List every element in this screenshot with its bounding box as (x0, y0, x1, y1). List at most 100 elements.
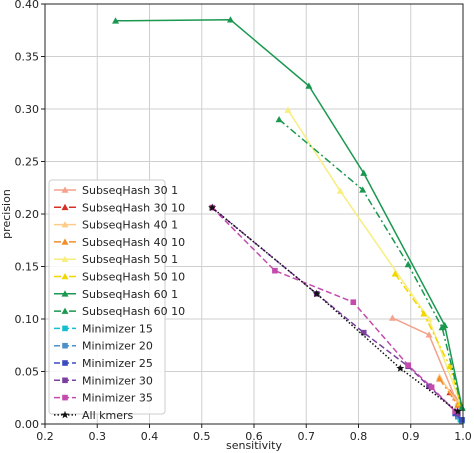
legend-item: SubseqHash 40 1 (54, 219, 178, 232)
x-tick-label: 1.0 (454, 430, 472, 443)
legend-item: SubseqHash 60 10 (54, 305, 185, 318)
data-point (458, 404, 466, 412)
legend-item: SubseqHash 60 1 (54, 288, 178, 301)
data-point (350, 299, 357, 305)
legend-label: SubseqHash 60 1 (82, 288, 178, 301)
y-tick-label: 0.00 (15, 418, 40, 431)
legend-label: SubseqHash 40 10 (82, 236, 185, 249)
data-point (61, 203, 69, 211)
legend-label: SubseqHash 40 1 (82, 219, 178, 232)
legend-label: SubseqHash 30 10 (82, 201, 185, 214)
data-point (428, 384, 435, 391)
data-point (62, 325, 68, 332)
data-point (61, 290, 69, 297)
x-tick-label: 0.9 (402, 430, 420, 443)
legend-item: Minimizer 35 (54, 392, 153, 405)
series-line (438, 378, 459, 406)
series-line (211, 207, 459, 415)
series-layer (112, 16, 466, 424)
x-tick-label: 0.2 (36, 430, 54, 443)
axis-ticks: 0.2 0.3 0.4 0.5 0.6 0.7 0.8 0.9 1.0 0.00 0.05 0.10 0… (15, 0, 472, 443)
y-tick-label: 0.25 (15, 156, 40, 169)
x-tick-label: 0.6 (245, 430, 263, 443)
x-tick-label: 0.8 (350, 430, 368, 443)
data-point (61, 273, 69, 280)
y-tick-label: 0.30 (15, 103, 40, 116)
legend-label: Minimizer 25 (82, 357, 153, 370)
data-point (275, 116, 283, 123)
data-point (451, 394, 459, 401)
series-5 (284, 106, 464, 406)
data-point (388, 314, 396, 321)
y-tick-label: 0.35 (15, 51, 40, 64)
y-tick-label: 0.15 (15, 261, 40, 274)
data-point (272, 267, 278, 274)
data-point (438, 323, 446, 331)
data-point (405, 362, 411, 368)
legend-item: Minimizer 30 (54, 374, 153, 387)
x-axis-label: sensitivity (226, 439, 283, 452)
data-point (112, 17, 120, 24)
data-point (360, 329, 367, 336)
legend-item: Minimizer 25 (54, 357, 153, 370)
legend-label: Minimizer 35 (82, 392, 153, 405)
data-point (391, 270, 399, 277)
data-point (446, 362, 454, 370)
legend-label: SubseqHash 50 1 (82, 253, 178, 266)
data-point (312, 289, 321, 298)
y-tick-label: 0.05 (15, 366, 40, 379)
legend-item: All kmers (54, 409, 134, 422)
legend-label: SubseqHash 30 1 (82, 184, 178, 197)
series-line (211, 207, 459, 413)
data-point (62, 360, 68, 366)
data-point (459, 417, 465, 423)
legend-label: Minimizer 30 (82, 374, 153, 387)
legend-item: Minimizer 20 (54, 340, 153, 353)
legend-label: SubseqHash 60 10 (82, 305, 185, 318)
data-point (62, 394, 68, 401)
x-tick-label: 0.3 (89, 430, 107, 443)
data-point (208, 203, 217, 212)
legend-item: SubseqHash 40 10 (54, 236, 185, 249)
data-point (284, 106, 292, 113)
data-point (453, 407, 462, 415)
legend-box (48, 179, 166, 415)
data-point (435, 375, 443, 382)
legend-item: SubseqHash 50 10 (54, 271, 185, 284)
series-14 (208, 203, 462, 415)
legend-item: SubseqHash 30 10 (54, 201, 185, 214)
legend-item: SubseqHash 50 1 (54, 253, 178, 266)
data-point (61, 307, 69, 314)
data-point (61, 410, 69, 419)
data-point (61, 238, 69, 245)
x-tick-label: 0.4 (141, 430, 159, 443)
data-point (360, 169, 368, 176)
legend-label: SubseqHash 50 10 (82, 271, 185, 284)
data-point (226, 16, 234, 23)
data-point (396, 364, 405, 372)
data-point (420, 310, 428, 317)
data-point (359, 186, 367, 193)
data-point (62, 377, 68, 384)
x-tick-label: 0.7 (298, 430, 316, 443)
series-line (115, 19, 463, 408)
legend-label: Minimizer 15 (82, 322, 153, 335)
y-tick-label: 0.20 (15, 208, 40, 221)
legend-label: Minimizer 20 (82, 340, 153, 353)
data-point (425, 331, 433, 338)
data-point (62, 342, 68, 349)
series-line (287, 109, 462, 404)
y-axis-label: precision (0, 189, 13, 239)
data-point (61, 255, 69, 262)
x-tick-label: 0.5 (193, 430, 211, 443)
y-tick-label: 0.40 (15, 0, 40, 11)
data-point (452, 408, 458, 415)
series-line (394, 273, 462, 404)
series-8 (275, 116, 466, 412)
data-point (61, 186, 69, 193)
series-1 (388, 314, 459, 401)
legend-item: Minimizer 15 (54, 322, 153, 335)
data-point (336, 187, 344, 194)
data-point (404, 260, 412, 268)
